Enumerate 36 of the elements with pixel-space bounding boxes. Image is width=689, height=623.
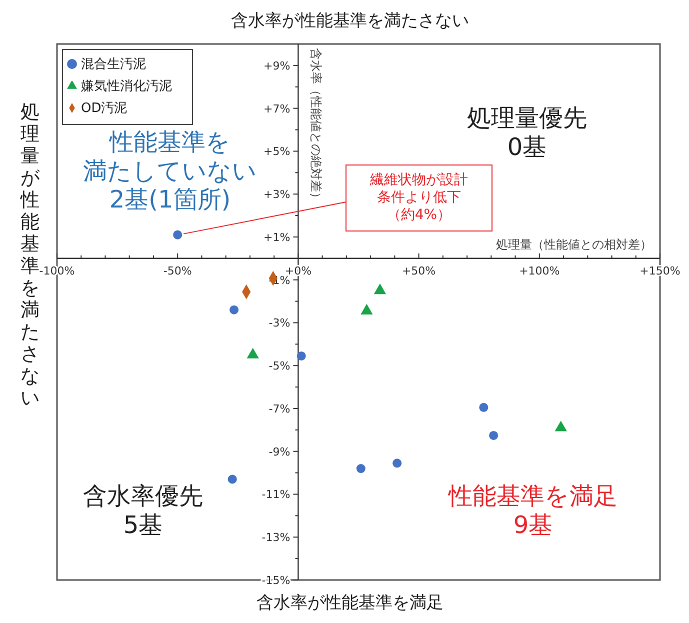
y-tick-label: +7%: [264, 102, 290, 116]
y-tick-label: -11%: [262, 488, 290, 502]
y-tick-label: +5%: [264, 145, 290, 158]
text: 含水率が性能基準を満足: [256, 593, 444, 613]
point: [489, 430, 498, 440]
x-tick-label: -50%: [163, 264, 192, 278]
y-tick-label: +1%: [264, 230, 290, 244]
x-axis-title: 処理量（性能値との相対差）: [496, 237, 652, 252]
y-tick-label: +9%: [264, 59, 290, 72]
chart-title: 含水率が性能基準を満たさない: [231, 11, 469, 31]
annotation: 含水率優先5基: [83, 482, 203, 539]
point: [173, 230, 182, 240]
y-tick-label: -3%: [268, 316, 290, 330]
point: [296, 351, 306, 360]
point: [374, 284, 386, 294]
annotation: 繊維状物が設計条件より低下（約4%）: [369, 172, 468, 223]
legend-label: 混合生汚泥: [81, 57, 146, 72]
text: 処理量が性能基準を満たさない: [20, 101, 40, 409]
annotation: 性能基準を満足9基: [448, 482, 618, 539]
y-tick-label: -9%: [268, 445, 290, 458]
y-tick-label: -13%: [262, 531, 290, 544]
y-tick-label: -5%: [268, 360, 290, 373]
annotation: 性能基準を満たしていない2基(1箇所): [83, 128, 257, 214]
annotation: 処理量優先0基: [467, 104, 587, 161]
x-tick-label: +100%: [519, 264, 560, 278]
legend-label: 嫌気性消化汚泥: [81, 79, 172, 94]
point: [356, 464, 366, 474]
y-tick-label: +3%: [264, 188, 290, 202]
y-tick-label: -7%: [268, 402, 290, 416]
point: [230, 305, 239, 314]
point: [392, 458, 402, 468]
legend-label: OD汚泥: [81, 101, 128, 116]
point: [479, 402, 488, 412]
y-axis-title: 含水率（性能値との絶対差）: [309, 48, 324, 204]
point: [228, 474, 237, 484]
x-tick-label: +50%: [402, 264, 436, 278]
